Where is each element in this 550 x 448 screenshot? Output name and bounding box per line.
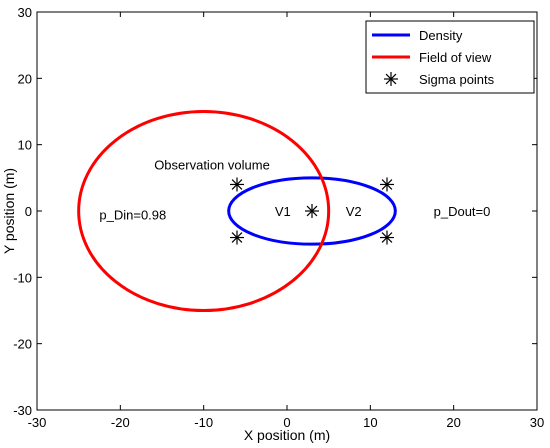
y-tick-label: -20 <box>13 337 32 352</box>
y-tick-label: 0 <box>25 204 32 219</box>
annotation-observation-volume: Observation volume <box>154 158 270 173</box>
legend-label-sigma-points: Sigma points <box>419 72 495 87</box>
density-ellipse <box>227 176 397 246</box>
annotation-v2: V2 <box>346 204 362 219</box>
sigma-point <box>230 177 244 192</box>
y-tick-label: -30 <box>13 403 32 418</box>
sigma-point <box>305 204 319 218</box>
x-tick-label: 0 <box>283 415 290 430</box>
x-tick-label: -20 <box>111 415 130 430</box>
x-axis-label: X position (m) <box>244 427 330 443</box>
x-tick-label: 20 <box>446 415 460 430</box>
annotation-p-din-0-98: p_Din=0.98 <box>99 207 166 222</box>
x-tick-label: -10 <box>194 415 213 430</box>
x-tick-label: 10 <box>363 415 377 430</box>
legend-label-field-of-view: Field of view <box>419 50 492 65</box>
y-tick-label: -10 <box>13 270 32 285</box>
annotation-v1: V1 <box>275 204 291 219</box>
y-tick-label: 20 <box>18 71 32 86</box>
x-tick-label: 30 <box>530 415 544 430</box>
sigma-point <box>380 230 394 245</box>
field-of-view-ellipse <box>77 110 331 312</box>
sigma-point <box>230 230 244 245</box>
annotation-p-dout-0: p_Dout=0 <box>434 204 491 219</box>
plot-area: -30 -20 -10 0 10 20 30 -30 -20 -10 0 10 20 30 Observat… <box>13 5 544 430</box>
legend-asterisk <box>384 72 398 86</box>
x-tick-label: -30 <box>28 415 47 430</box>
legend: Density Field of view Sigma points <box>365 20 535 94</box>
y-tick-label: 30 <box>18 5 32 20</box>
y-axis-label: Y position (m) <box>1 168 17 254</box>
y-tick-label: 10 <box>18 138 32 153</box>
sigma-point <box>380 177 394 192</box>
legend-label-density: Density <box>419 28 463 43</box>
legend-swatch-sigma-points <box>384 72 398 86</box>
